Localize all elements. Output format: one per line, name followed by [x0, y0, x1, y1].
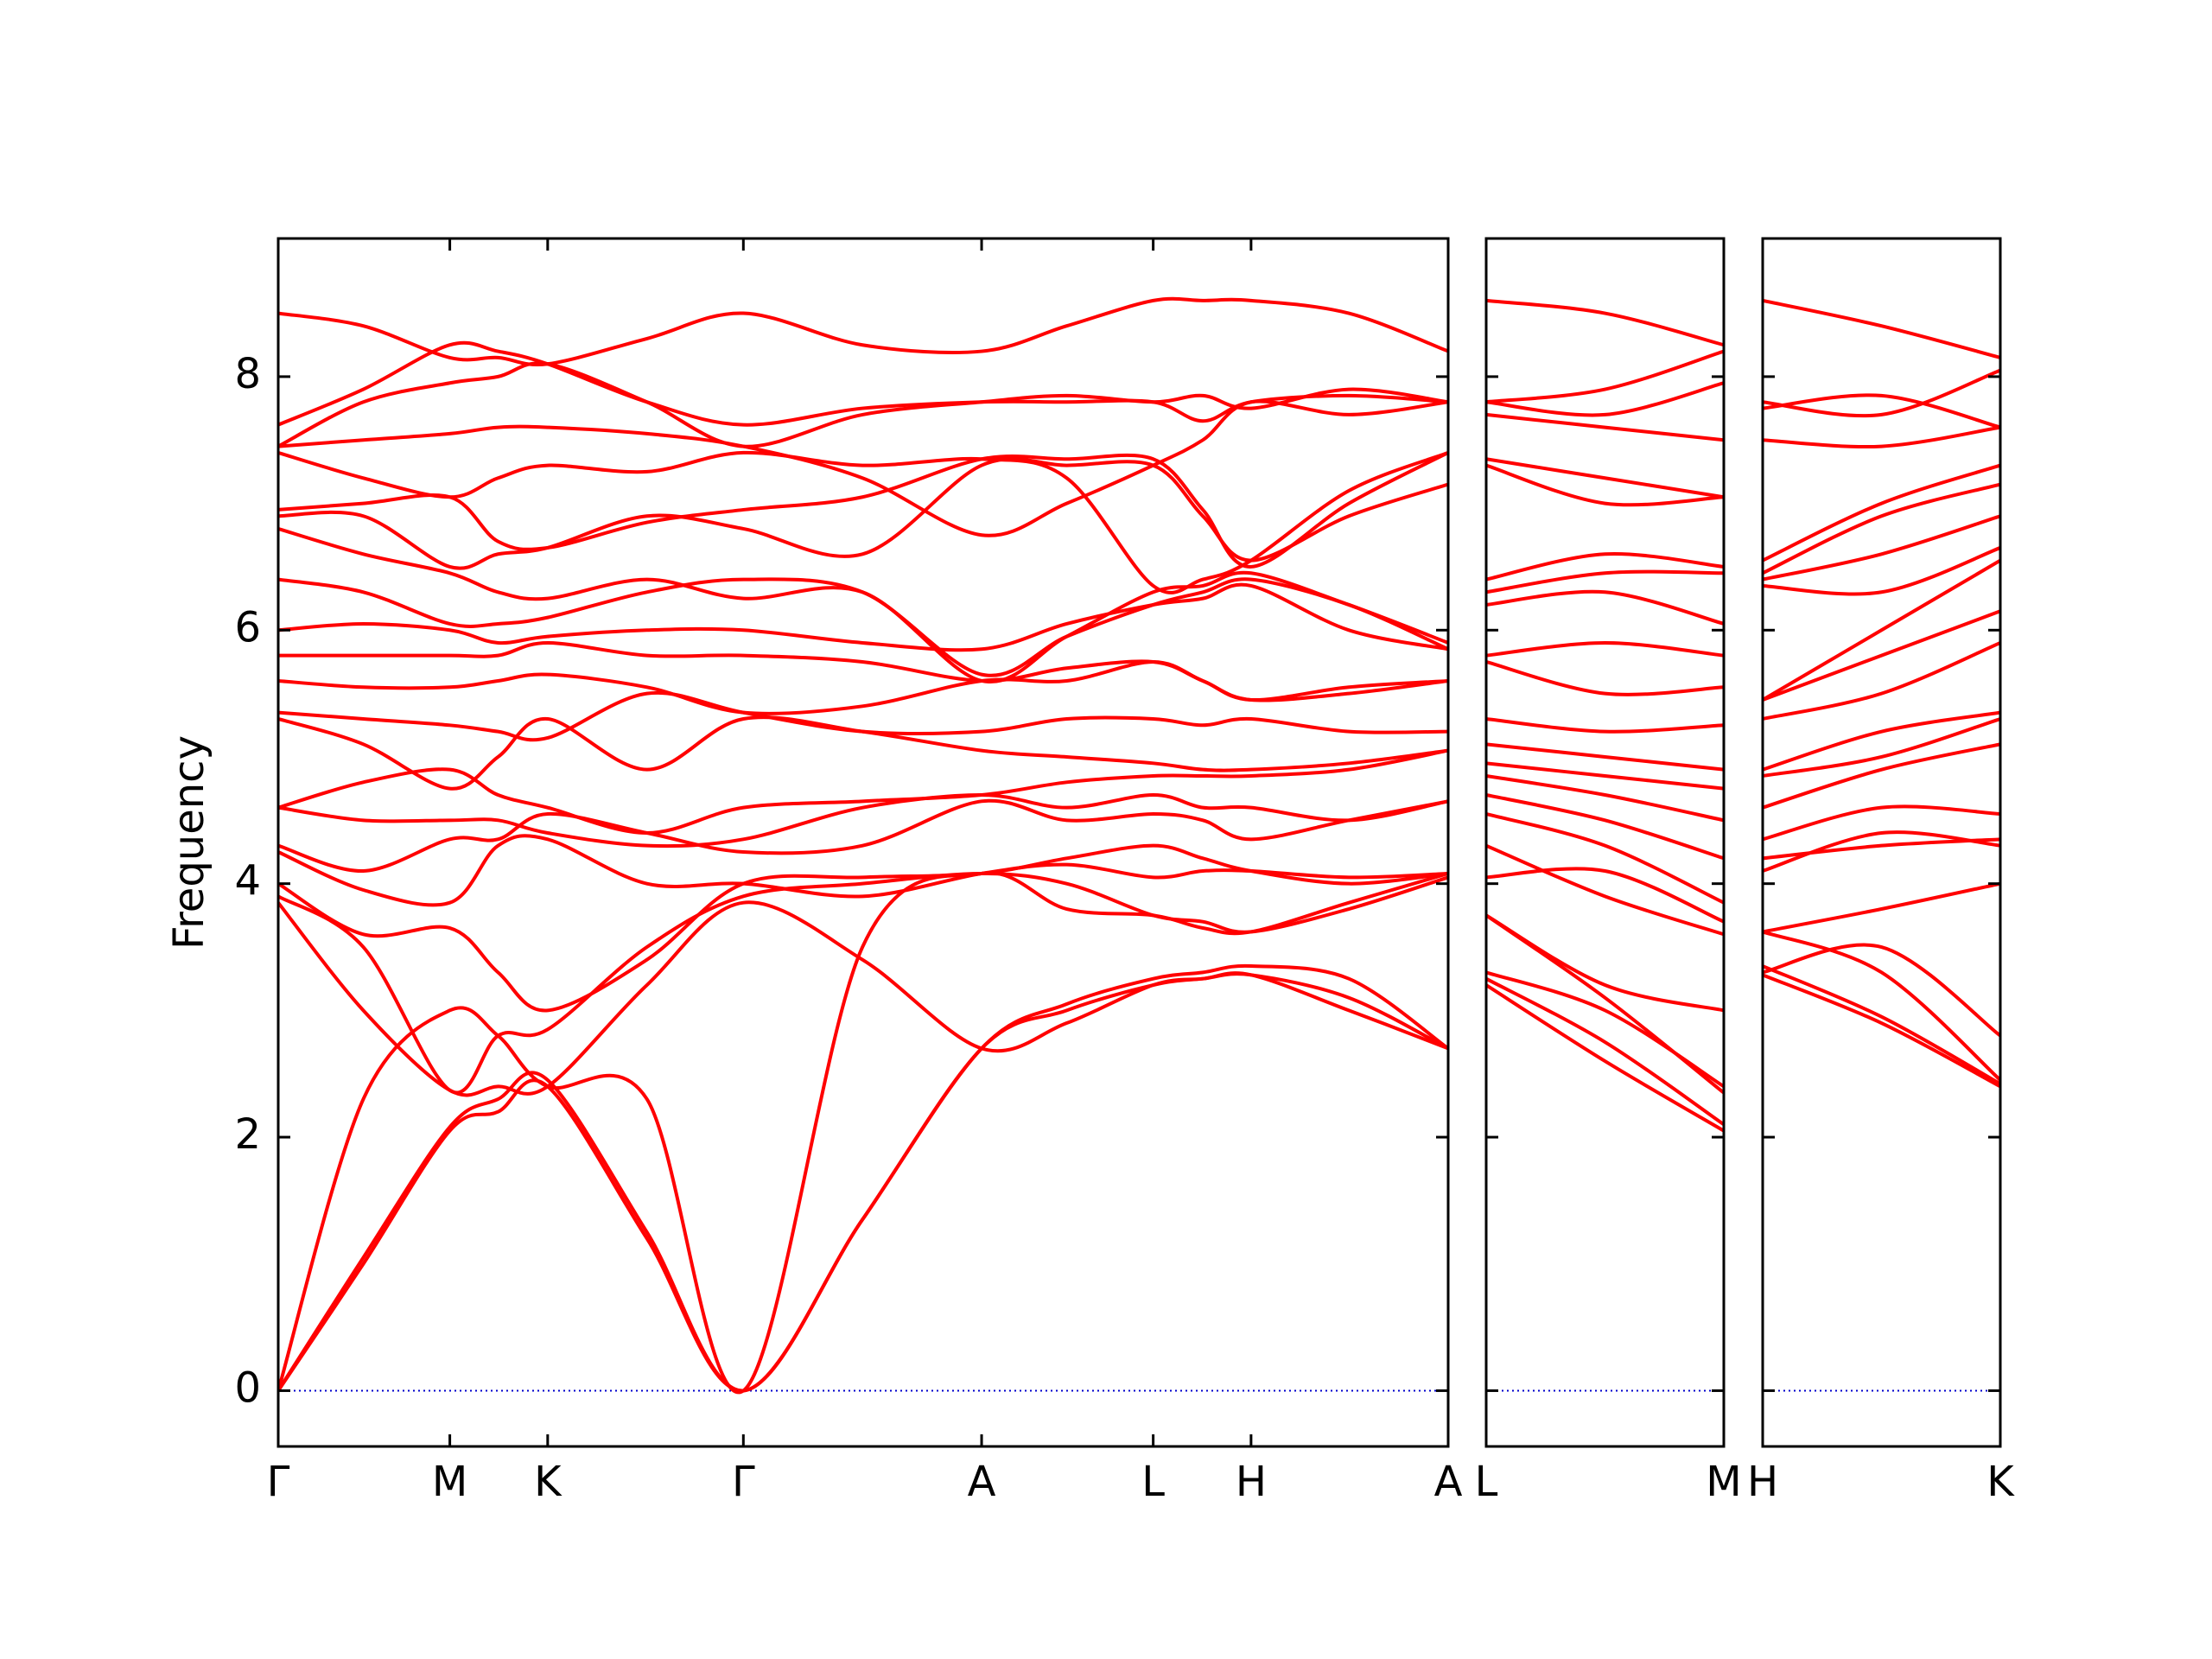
- x-tick-label: K: [1986, 1458, 2015, 1506]
- band-line: [278, 871, 1448, 1395]
- band-line: [1763, 558, 2000, 702]
- x-tick-label: K: [534, 1458, 563, 1506]
- x-tick-label: H: [1236, 1458, 1267, 1506]
- band-line: [1763, 546, 2000, 596]
- band-line: [1486, 381, 1724, 417]
- band-line: [1763, 482, 2000, 575]
- band-line: [1486, 976, 1724, 1127]
- x-tick-label: L: [1475, 1458, 1498, 1506]
- band-line: [1486, 640, 1724, 658]
- band-line: [1486, 716, 1724, 734]
- band-line: [278, 451, 1448, 569]
- x-tick-label: H: [1747, 1458, 1778, 1506]
- y-axis-label: Frequency: [165, 735, 213, 950]
- band-line: [278, 399, 1448, 537]
- band-line: [278, 900, 1448, 1097]
- band-line: [1763, 930, 2000, 1082]
- band-line: [1486, 551, 1724, 582]
- band-line: [278, 715, 1448, 791]
- band-line: [278, 640, 1448, 702]
- x-tick-label: M: [432, 1458, 467, 1506]
- y-tick-label: 0: [234, 1363, 261, 1412]
- axes-frame: [1484, 237, 1726, 1448]
- y-tick-label: 4: [234, 857, 261, 906]
- band-line: [1486, 867, 1724, 924]
- band-line: [1763, 368, 2000, 418]
- band-line: [1486, 774, 1724, 823]
- band-line: [1763, 609, 2000, 702]
- band-line: [278, 690, 1448, 742]
- band-line: [1486, 569, 1724, 594]
- band-line: [278, 457, 1448, 570]
- band-line: [278, 450, 1448, 594]
- band-line: [1486, 457, 1724, 499]
- axes-frame: [1761, 237, 2002, 1448]
- band-line: [1763, 298, 2000, 359]
- band-line: [278, 340, 1448, 427]
- band-line: [1763, 641, 2000, 721]
- band-line: [1486, 913, 1724, 1013]
- band-line: [1763, 973, 2000, 1089]
- band-line: [278, 527, 1448, 684]
- y-tick-label: 8: [234, 350, 261, 398]
- band-line: [278, 843, 1448, 1013]
- band-line: [1763, 964, 2000, 1086]
- band-line: [278, 792, 1448, 849]
- band-line: [1486, 660, 1724, 696]
- band-line: [1763, 393, 2000, 429]
- band-line: [278, 798, 1448, 874]
- band-line: [278, 296, 1448, 367]
- band-line: [1486, 812, 1724, 905]
- band-line: [1486, 983, 1724, 1133]
- band-line: [1763, 514, 2000, 582]
- band-line: [1486, 742, 1724, 772]
- x-tick-label: A: [968, 1458, 996, 1506]
- axes-frame: [276, 237, 1450, 1448]
- band-line: [278, 659, 1448, 715]
- x-tick-label: Γ: [732, 1458, 755, 1506]
- band-line: [1763, 804, 2000, 842]
- band-line: [1486, 298, 1724, 347]
- band-line: [1763, 463, 2000, 563]
- band-line: [1763, 837, 2000, 861]
- x-tick-label: M: [1706, 1458, 1741, 1506]
- band-line: [278, 834, 1448, 907]
- band-line: [278, 582, 1448, 652]
- band-line: [1486, 843, 1724, 937]
- band-line: [1486, 793, 1724, 861]
- x-tick-label: A: [1434, 1458, 1463, 1506]
- band-line: [1486, 412, 1724, 442]
- y-tick-label: 2: [234, 1110, 261, 1159]
- band-line: [1763, 742, 2000, 810]
- band-line: [1763, 425, 2000, 448]
- band-line: [1486, 463, 1724, 507]
- band-line: [1763, 710, 2000, 772]
- band-line: [1486, 970, 1724, 1089]
- band-line: [278, 963, 1448, 1393]
- band-line: [1486, 589, 1724, 626]
- band-line: [278, 972, 1448, 1393]
- band-line: [1763, 717, 2000, 778]
- band-line: [1763, 881, 2000, 934]
- band-line: [1763, 830, 2000, 873]
- x-tick-label: L: [1141, 1458, 1165, 1506]
- band-line: [1486, 761, 1724, 791]
- band-line: [1763, 943, 2000, 1038]
- x-tick-label: Γ: [267, 1458, 290, 1506]
- band-line: [1486, 349, 1724, 404]
- band-line: [278, 748, 1448, 835]
- band-line: [278, 871, 1448, 1095]
- y-tick-label: 6: [234, 603, 261, 652]
